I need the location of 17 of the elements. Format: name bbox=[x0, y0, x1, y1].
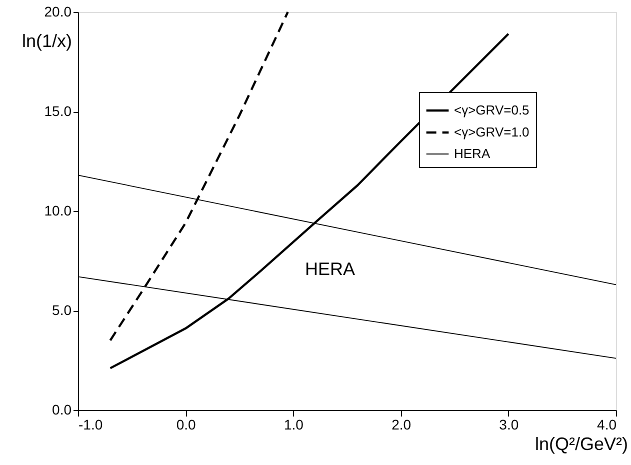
x-tick-label: 3.0 bbox=[499, 416, 519, 432]
legend-label: <γ>GRV=0.5 bbox=[454, 102, 530, 118]
legend-label: HERA bbox=[454, 146, 490, 161]
legend-label: <γ>GRV=1.0 bbox=[454, 124, 530, 140]
y-tick-label: 10.0 bbox=[44, 202, 72, 218]
x-tick-label: 4.0 bbox=[597, 416, 617, 432]
x-tick-label: 0.0 bbox=[176, 416, 196, 432]
y-tick-label: 0.0 bbox=[52, 402, 72, 418]
x-tick-label: -1.0 bbox=[78, 416, 103, 432]
annotation: HERA bbox=[304, 259, 356, 279]
y-axis-title: ln(1/x) bbox=[22, 31, 72, 51]
y-tick-label: 5.0 bbox=[52, 302, 72, 318]
x-tick-label: 1.0 bbox=[284, 416, 304, 432]
x-axis-title: ln(Q²/GeV²) bbox=[534, 434, 628, 454]
y-tick-label: 20.0 bbox=[44, 4, 72, 20]
y-tick-label: 15.0 bbox=[44, 103, 72, 119]
x-tick-label: 2.0 bbox=[392, 416, 412, 432]
